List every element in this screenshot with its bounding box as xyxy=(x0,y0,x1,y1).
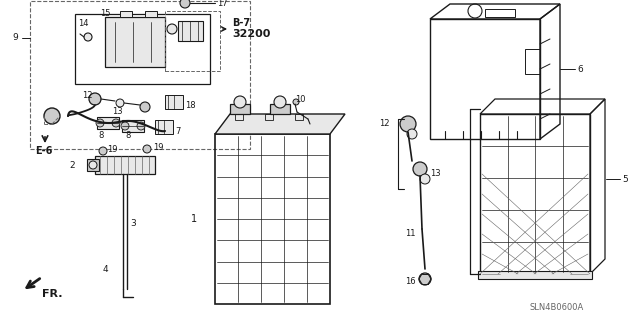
Text: SLN4B0600A: SLN4B0600A xyxy=(530,302,584,311)
Bar xyxy=(485,9,515,17)
Bar xyxy=(525,49,540,74)
Circle shape xyxy=(413,162,427,176)
Bar xyxy=(480,114,590,274)
Text: 5: 5 xyxy=(622,174,628,183)
Bar xyxy=(265,114,273,120)
Bar xyxy=(165,95,183,109)
Text: 3: 3 xyxy=(130,219,136,228)
Text: 1: 1 xyxy=(191,214,197,224)
Text: 9: 9 xyxy=(12,33,18,42)
Bar xyxy=(95,156,155,174)
Circle shape xyxy=(99,147,107,155)
Bar xyxy=(270,104,290,114)
Text: 7: 7 xyxy=(175,127,180,136)
Text: 14: 14 xyxy=(78,19,88,28)
Circle shape xyxy=(44,108,60,124)
Bar xyxy=(478,271,592,279)
Circle shape xyxy=(407,129,417,139)
Bar xyxy=(75,14,210,84)
Bar xyxy=(105,17,165,67)
Bar xyxy=(87,159,99,171)
Bar xyxy=(235,114,243,120)
Bar xyxy=(145,11,157,17)
Circle shape xyxy=(116,99,124,107)
Circle shape xyxy=(274,96,286,108)
Text: E-6: E-6 xyxy=(35,146,52,156)
Circle shape xyxy=(140,102,150,112)
Text: 4: 4 xyxy=(103,264,109,273)
Bar xyxy=(178,21,203,41)
Bar xyxy=(120,11,132,17)
Text: 13: 13 xyxy=(430,169,440,179)
Bar xyxy=(165,11,220,71)
Circle shape xyxy=(89,161,97,169)
Text: 17: 17 xyxy=(217,0,228,8)
Bar xyxy=(30,1,250,149)
Text: 2: 2 xyxy=(69,160,75,169)
Text: 10: 10 xyxy=(295,94,305,103)
Text: 13: 13 xyxy=(112,107,123,115)
Circle shape xyxy=(137,122,145,130)
Bar xyxy=(97,117,119,129)
Text: 8: 8 xyxy=(125,131,131,140)
Bar xyxy=(230,104,250,114)
Circle shape xyxy=(180,0,190,8)
Text: 11: 11 xyxy=(405,229,415,239)
Circle shape xyxy=(121,122,129,130)
Circle shape xyxy=(167,24,177,34)
Polygon shape xyxy=(215,114,345,134)
Bar xyxy=(215,134,330,304)
Text: 18: 18 xyxy=(185,101,196,110)
Text: 19: 19 xyxy=(107,145,118,153)
Circle shape xyxy=(84,33,92,41)
Circle shape xyxy=(143,145,151,153)
Text: 12: 12 xyxy=(82,91,93,100)
Circle shape xyxy=(234,96,246,108)
Circle shape xyxy=(419,273,431,285)
Bar xyxy=(295,114,303,120)
Text: 15: 15 xyxy=(100,10,111,19)
Circle shape xyxy=(96,119,104,127)
Circle shape xyxy=(420,174,430,184)
Text: 8: 8 xyxy=(98,131,104,140)
Bar xyxy=(122,120,144,132)
Circle shape xyxy=(293,99,299,105)
Circle shape xyxy=(400,116,416,132)
Circle shape xyxy=(89,93,101,105)
Circle shape xyxy=(112,119,120,127)
Text: 6: 6 xyxy=(577,64,583,73)
Text: 19: 19 xyxy=(153,143,163,152)
Text: FR.: FR. xyxy=(42,289,63,299)
Text: B-7: B-7 xyxy=(232,18,250,28)
Text: 16: 16 xyxy=(405,277,415,286)
Text: 12: 12 xyxy=(380,120,390,129)
Text: 32200: 32200 xyxy=(232,29,270,39)
Bar xyxy=(155,120,173,134)
